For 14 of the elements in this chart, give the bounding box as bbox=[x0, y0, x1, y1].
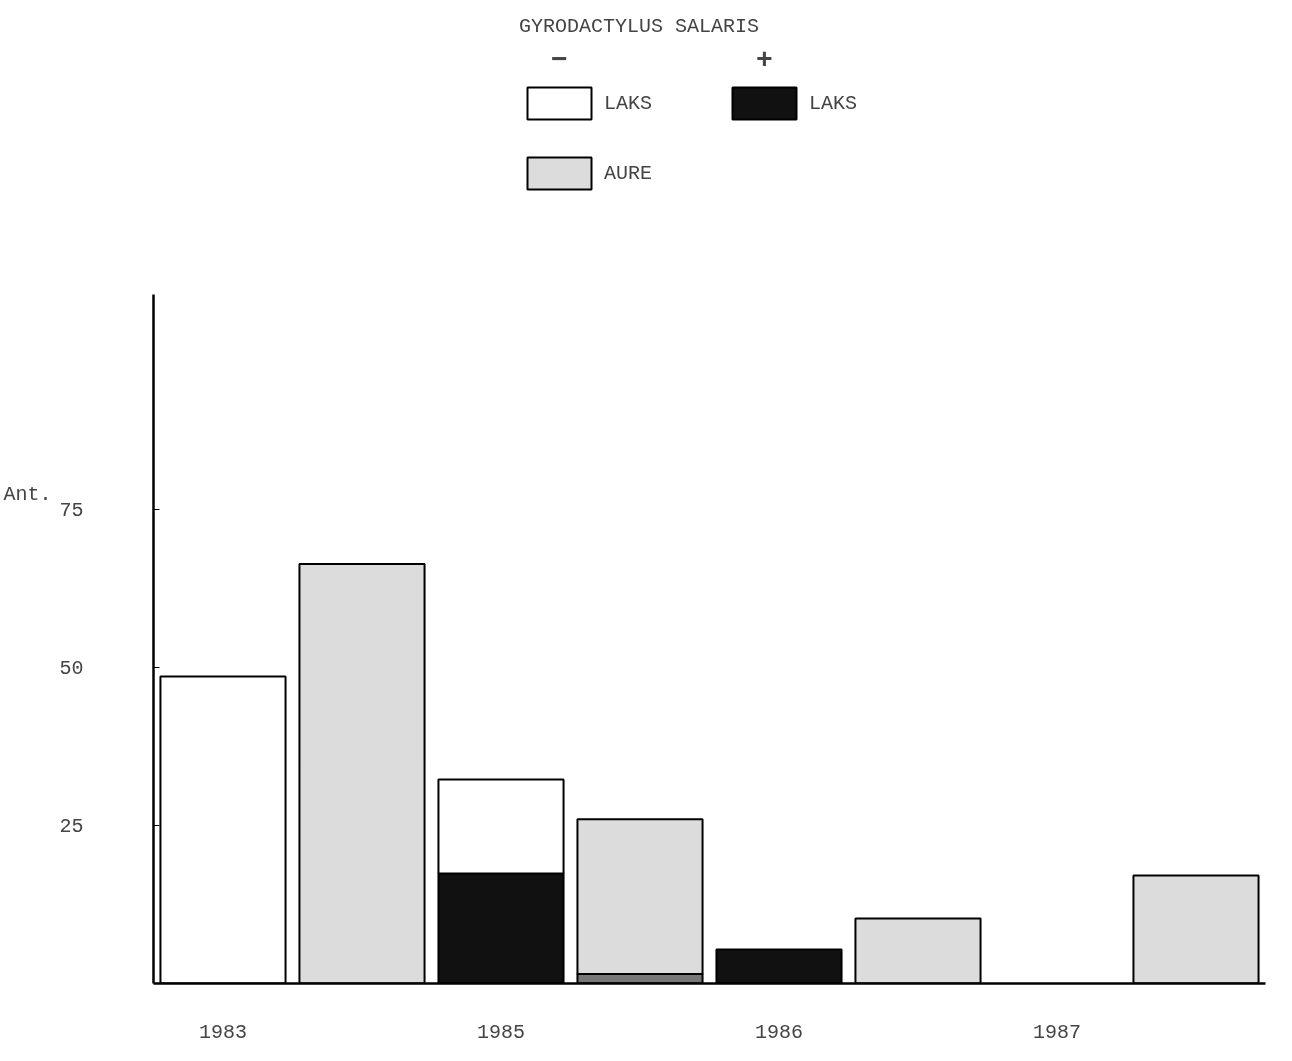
x-tick-label: 1985 bbox=[477, 1020, 526, 1044]
x-tick-label: 1986 bbox=[755, 1020, 804, 1044]
legend-label: AURE bbox=[604, 161, 653, 185]
text: − bbox=[551, 44, 568, 76]
y-tick-label: 75 bbox=[59, 499, 84, 523]
legend-label: LAKS bbox=[809, 91, 858, 115]
y-tick-label: 50 bbox=[59, 657, 84, 681]
x-tick-label: 1987 bbox=[1033, 1020, 1082, 1044]
y-tick-label: 25 bbox=[59, 815, 84, 839]
x-tick-label: 1983 bbox=[199, 1020, 248, 1044]
y-axis-title: Ant. bbox=[3, 483, 52, 506]
text: + bbox=[756, 44, 773, 76]
legend-title: GYRODACTYLUS SALARIS bbox=[519, 15, 761, 38]
legend-label: LAKS bbox=[604, 91, 653, 115]
